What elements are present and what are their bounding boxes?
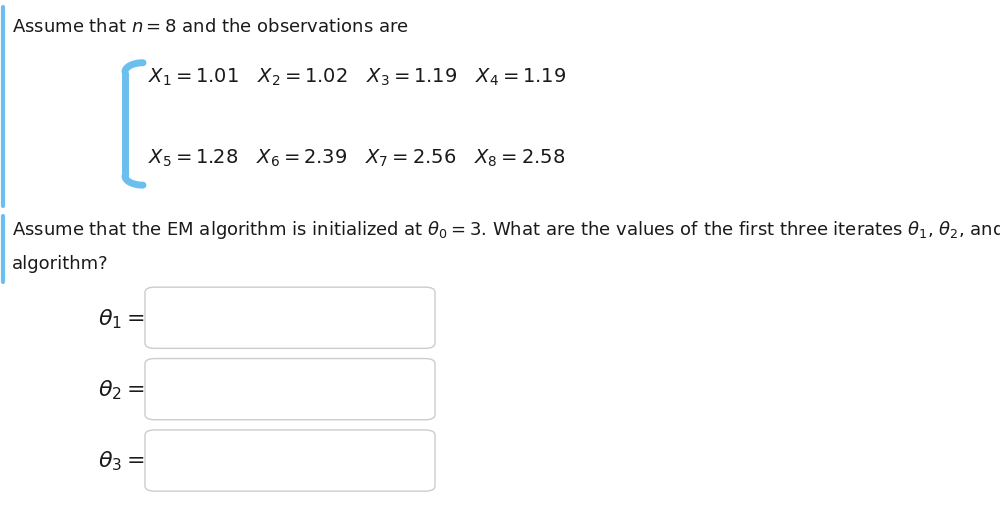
Text: $\theta_1 =$: $\theta_1 =$ <box>98 306 145 330</box>
Text: $\theta_3 =$: $\theta_3 =$ <box>98 449 145 472</box>
Text: $X_1 = 1.01 \quad X_2 = 1.02 \quad X_3 = 1.19 \quad X_4 = 1.19$: $X_1 = 1.01 \quad X_2 = 1.02 \quad X_3 =… <box>148 66 566 88</box>
FancyBboxPatch shape <box>145 430 435 491</box>
Text: Assume that $n = 8$ and the observations are: Assume that $n = 8$ and the observations… <box>12 18 409 36</box>
FancyBboxPatch shape <box>145 359 435 420</box>
Text: $X_5 = 1.28 \quad X_6 = 2.39 \quad X_7 = 2.56 \quad X_8 = 2.58$: $X_5 = 1.28 \quad X_6 = 2.39 \quad X_7 =… <box>148 148 565 169</box>
Text: algorithm?: algorithm? <box>12 254 109 272</box>
FancyBboxPatch shape <box>145 288 435 349</box>
Text: $\theta_2 =$: $\theta_2 =$ <box>98 378 145 401</box>
Text: Assume that the EM algorithm is initialized at $\theta_0 = 3$. What are the valu: Assume that the EM algorithm is initiali… <box>12 219 1000 241</box>
